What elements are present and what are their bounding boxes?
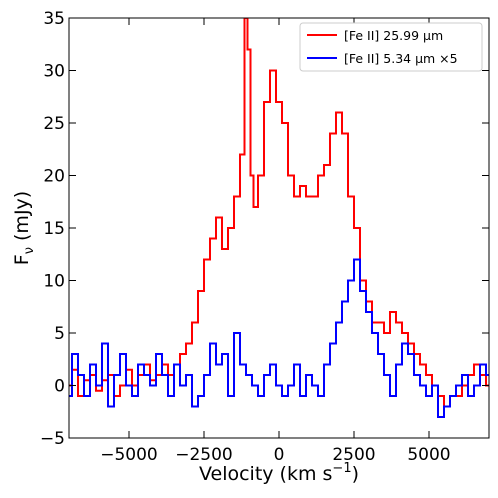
x-tick-label: −2500 — [175, 445, 233, 465]
y-tick-label: 20 — [43, 167, 65, 187]
ticks-layer: −5000 −2500 0 2500 5000 −5 0 5 10 15 20 25 30 35 — [40, 9, 489, 465]
y-tick-label: 30 — [43, 62, 65, 82]
x-axis-label-sup: −1 — [332, 461, 351, 476]
y-axis-label-sub: ν — [22, 247, 37, 254]
y-tick-label: 5 — [54, 324, 65, 344]
x-axis-label-close: ) — [352, 463, 359, 485]
y-tick-label: 15 — [43, 219, 65, 239]
x-tick-label: 0 — [274, 445, 285, 465]
legend-label-blue: [Fe II] 5.34 μm ×5 — [344, 51, 458, 66]
y-tick-label: −5 — [40, 429, 65, 449]
y-tick-label: 0 — [54, 377, 65, 397]
series-line-1 — [69, 258, 489, 418]
legend: [Fe II] 25.99 μm [Fe II] 5.34 μm ×5 — [299, 22, 483, 72]
series-layer — [69, 18, 489, 418]
y-axis-label: Fν (mJy) — [11, 191, 37, 265]
x-tick-label: −5000 — [100, 445, 158, 465]
y-tick-label: 25 — [43, 114, 65, 134]
legend-box — [299, 22, 483, 72]
y-axis-label-unit: (mJy) — [11, 191, 33, 247]
x-axis-label: Velocity (km s−1) — [199, 461, 359, 485]
x-tick-label: 2500 — [332, 445, 375, 465]
y-tick-label: 10 — [43, 272, 65, 292]
legend-label-red: [Fe II] 25.99 μm — [344, 28, 443, 43]
y-tick-label: 35 — [43, 9, 65, 29]
x-tick-label: 5000 — [407, 445, 450, 465]
